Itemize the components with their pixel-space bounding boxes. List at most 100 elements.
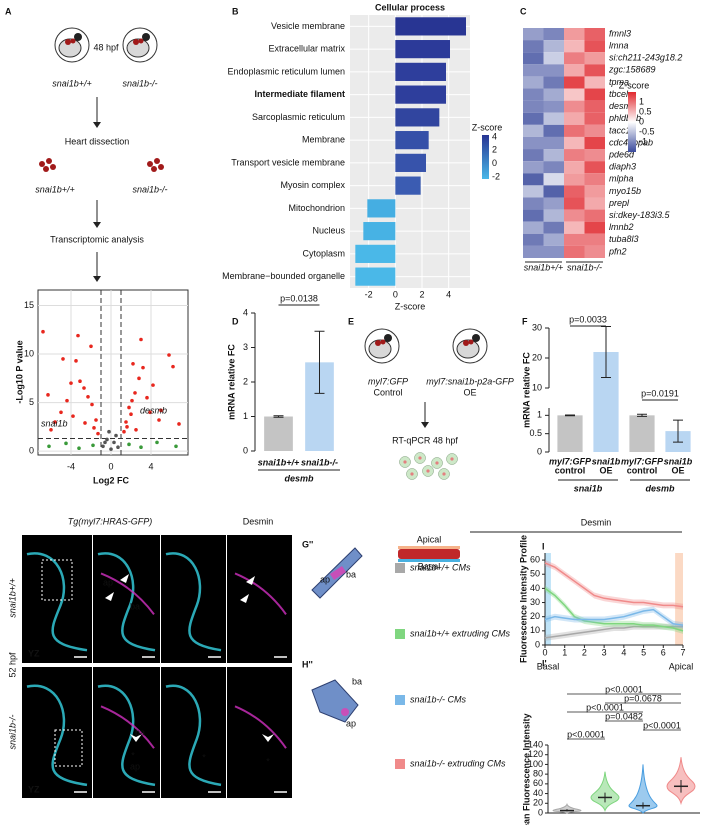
heatmap-cell <box>584 88 605 101</box>
y-tick-label: 0.5 <box>529 428 542 438</box>
heatmap-cell <box>543 112 564 125</box>
x-tick-label: 1 <box>562 647 567 657</box>
apical-band <box>398 546 460 549</box>
embryo-eye <box>74 33 82 41</box>
point <box>134 427 138 432</box>
heatmap-cell <box>564 112 585 125</box>
row-label: diaph3 <box>609 162 636 172</box>
y-axis-label: -Log10 P value <box>14 340 24 403</box>
point <box>174 444 178 449</box>
cell-icon-dot <box>442 472 446 476</box>
y-tick-label: 40 <box>530 583 540 593</box>
heatmap-cell <box>564 149 585 162</box>
point <box>109 447 113 451</box>
heatmap-cell <box>584 28 605 41</box>
arrowhead <box>120 574 129 583</box>
arrowhead <box>262 734 274 742</box>
x-tick-label: -4 <box>67 461 75 471</box>
heatmap-cell <box>543 100 564 113</box>
bar <box>264 416 293 451</box>
row-label: tacc1 <box>609 125 631 135</box>
point <box>130 398 134 403</box>
x-axis-label: Apical <box>669 661 694 671</box>
orientation-label: ap <box>103 577 113 587</box>
y-tick-label: 0 <box>29 445 34 455</box>
row-label: si:dkey-183i3.5 <box>609 210 671 220</box>
desmin-diagram <box>341 708 349 716</box>
y-tick-label: 60 <box>533 778 543 788</box>
plot-area <box>350 15 470 288</box>
orientation-label: ba <box>130 601 140 611</box>
line-band <box>545 623 683 641</box>
heatmap-cell <box>564 245 585 258</box>
membrane-signal <box>165 684 222 787</box>
orientation-label: ap <box>130 761 140 771</box>
heatmap-cell <box>543 40 564 53</box>
y-tick-label: 0 <box>243 445 248 455</box>
embryo-eye <box>384 334 392 342</box>
assay-label: RT-qPCR 48 hpf <box>392 435 458 445</box>
heatmap-cell <box>523 136 544 150</box>
bar <box>395 131 429 150</box>
p-value: p=0.0482 <box>605 711 643 721</box>
category-label: Endoplasmic reticulum lumen <box>227 66 345 76</box>
point <box>127 442 131 447</box>
membrane-signal <box>26 684 88 787</box>
point <box>114 433 118 438</box>
point <box>78 379 82 384</box>
legend-tick-label: 0 <box>492 158 497 168</box>
heatmap-cell <box>584 124 605 137</box>
legend-label: snai1b-/- extruding CMs <box>410 758 506 768</box>
heatmap-cell <box>523 149 544 162</box>
heatmap-cell <box>523 245 544 258</box>
arrow-head <box>421 422 429 428</box>
orientation-label: ba <box>135 727 145 737</box>
arrow-head <box>93 122 101 128</box>
panel-label: C <box>520 6 527 16</box>
legend-tick-label: 4 <box>492 131 497 141</box>
point <box>171 364 175 369</box>
panel-label: B <box>232 6 239 16</box>
panel-label: F <box>522 316 528 326</box>
error-bar <box>565 414 575 417</box>
heatmap-cell <box>543 245 564 258</box>
bar <box>395 17 466 36</box>
y-tick-label: 80 <box>533 769 543 779</box>
point <box>137 376 141 381</box>
apical-label: Apical <box>417 534 442 544</box>
category-label: snai1b <box>592 456 621 466</box>
point <box>157 418 161 422</box>
x-tick-label: 4 <box>446 289 451 299</box>
p-value: p<0.0001 <box>586 702 624 712</box>
line-band <box>545 585 683 634</box>
point <box>177 422 181 426</box>
y-tick-label: 100 <box>528 759 543 769</box>
heatmap-cell <box>543 161 564 174</box>
heatmap-cell <box>543 52 564 65</box>
point <box>139 445 143 450</box>
y-tick-label: 10 <box>24 348 34 358</box>
arrowhead <box>130 734 142 742</box>
heatmap-cell <box>523 209 544 222</box>
color-bar <box>482 135 489 179</box>
heatmap-cell <box>584 76 605 89</box>
heatmap-cell <box>523 197 544 210</box>
x-axis-label: Z-score <box>395 301 426 311</box>
heatmap-cell <box>564 197 585 210</box>
heatmap-cell <box>543 197 564 210</box>
heatmap-cell <box>584 185 605 198</box>
row-label: myo15b <box>609 186 641 196</box>
heart-icon <box>147 161 153 167</box>
y-tick-label: 20 <box>530 611 540 621</box>
arrow-head <box>93 276 101 282</box>
panel-label: E <box>348 316 354 326</box>
y-tick-label: 50 <box>530 569 540 579</box>
heatmap-cell <box>543 28 564 41</box>
bar <box>363 222 396 241</box>
heatmap-cell <box>564 221 585 234</box>
y-tick-label: 3 <box>243 342 248 352</box>
violin <box>552 802 582 814</box>
cell-icon-dot <box>450 457 454 461</box>
asterisk: * <box>266 756 270 766</box>
embryo-yolk <box>456 339 480 359</box>
